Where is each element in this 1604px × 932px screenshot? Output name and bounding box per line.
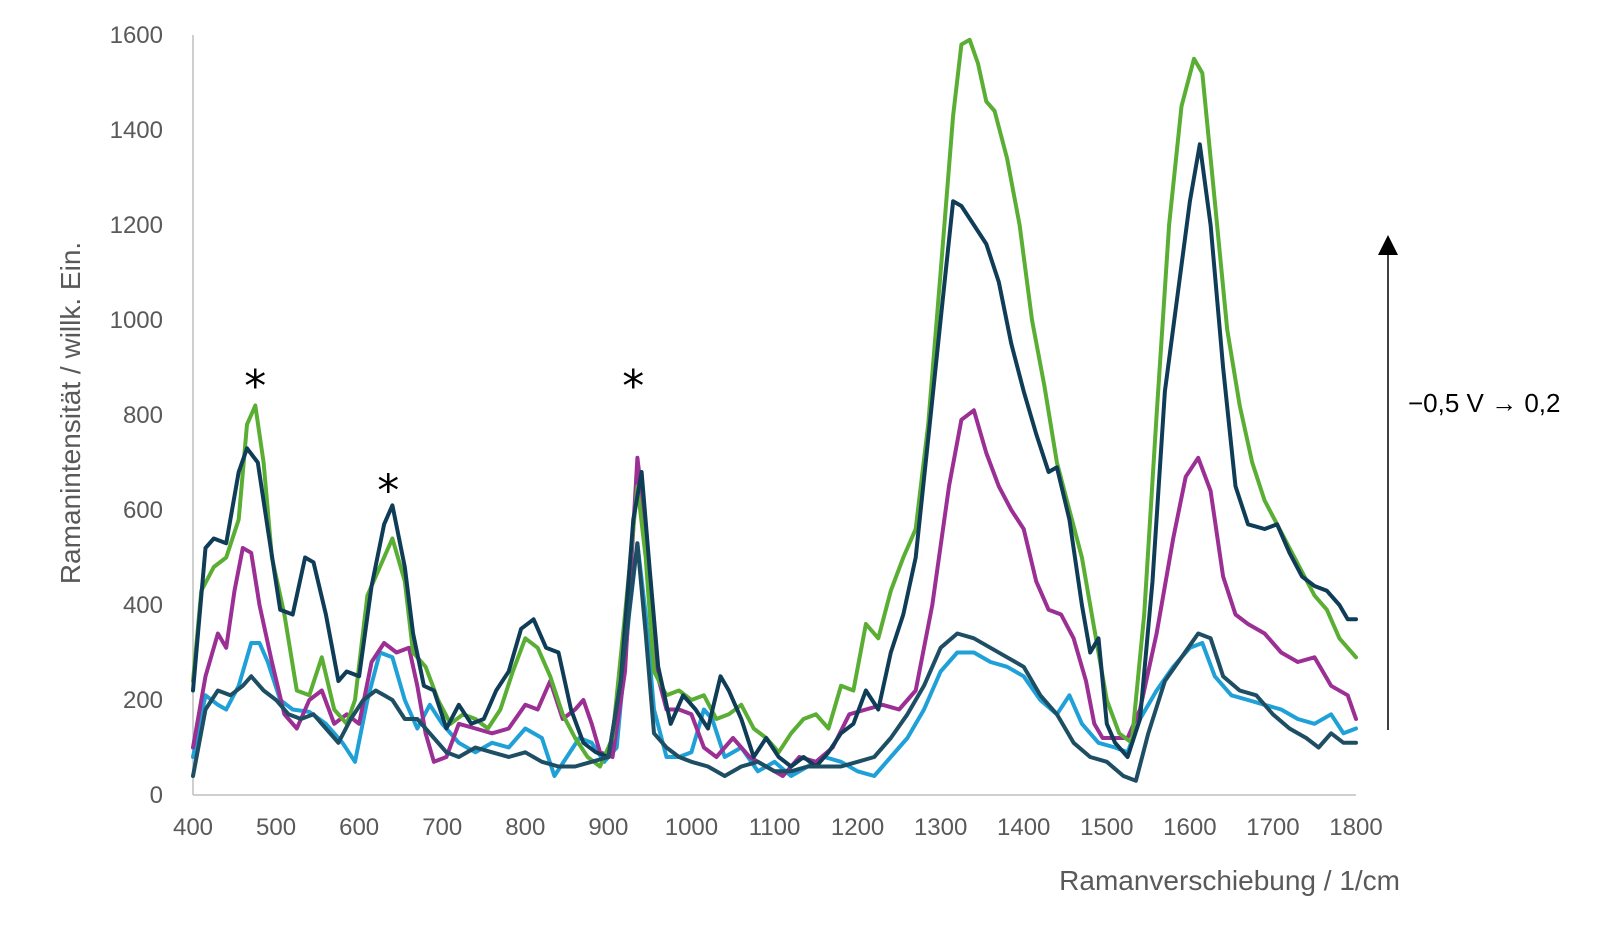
y-tick-label: 600 — [123, 497, 163, 524]
x-tick-label: 1000 — [665, 814, 718, 841]
x-tick-label: 400 — [173, 814, 213, 841]
trend-arrow-head — [1378, 235, 1398, 255]
y-tick-label: 200 — [123, 687, 163, 714]
series-line-4 — [191, 142, 1358, 769]
x-tick-label: 1300 — [914, 814, 967, 841]
peak-marker: * — [377, 466, 399, 517]
x-tick-label: 500 — [256, 814, 296, 841]
x-tick-label: 1200 — [831, 814, 884, 841]
y-tick-label: 1200 — [110, 212, 163, 239]
x-tick-label: 700 — [422, 814, 462, 841]
y-tick-label: 1400 — [110, 117, 163, 144]
x-tick-label: 1400 — [997, 814, 1050, 841]
x-tick-label: 1100 — [749, 814, 801, 841]
y-tick-label: 800 — [123, 402, 163, 429]
x-tick-label: 1500 — [1080, 814, 1133, 841]
x-tick-label: 600 — [339, 814, 379, 841]
markers-layer: * * * — [244, 361, 644, 517]
x-tick-label: 900 — [588, 814, 628, 841]
y-axis-title: Ramanintensität / willk. Ein. — [55, 242, 86, 584]
y-tick-label: 1000 — [110, 307, 163, 334]
y-tick-label: 1600 — [110, 22, 163, 49]
series-line-5 — [191, 541, 1358, 783]
axes: 400 500 600 700 800 900 1000 1100 1200 1300 1400 15… — [110, 22, 1383, 841]
y-tick-label: 0 — [150, 782, 163, 809]
x-tick-label: 1600 — [1163, 814, 1216, 841]
y-tick-label: 400 — [123, 592, 163, 619]
x-tick-label: 1800 — [1329, 814, 1382, 841]
peak-marker: * — [244, 361, 266, 412]
series-layer — [191, 37, 1358, 783]
peak-marker: * — [622, 361, 644, 412]
potential-annotation: −0,5 V → 0,2 — [1408, 388, 1560, 418]
x-tick-label: 800 — [505, 814, 545, 841]
x-tick-label: 1700 — [1246, 814, 1299, 841]
x-axis-title: Ramanverschiebung / 1/cm — [1059, 865, 1400, 896]
